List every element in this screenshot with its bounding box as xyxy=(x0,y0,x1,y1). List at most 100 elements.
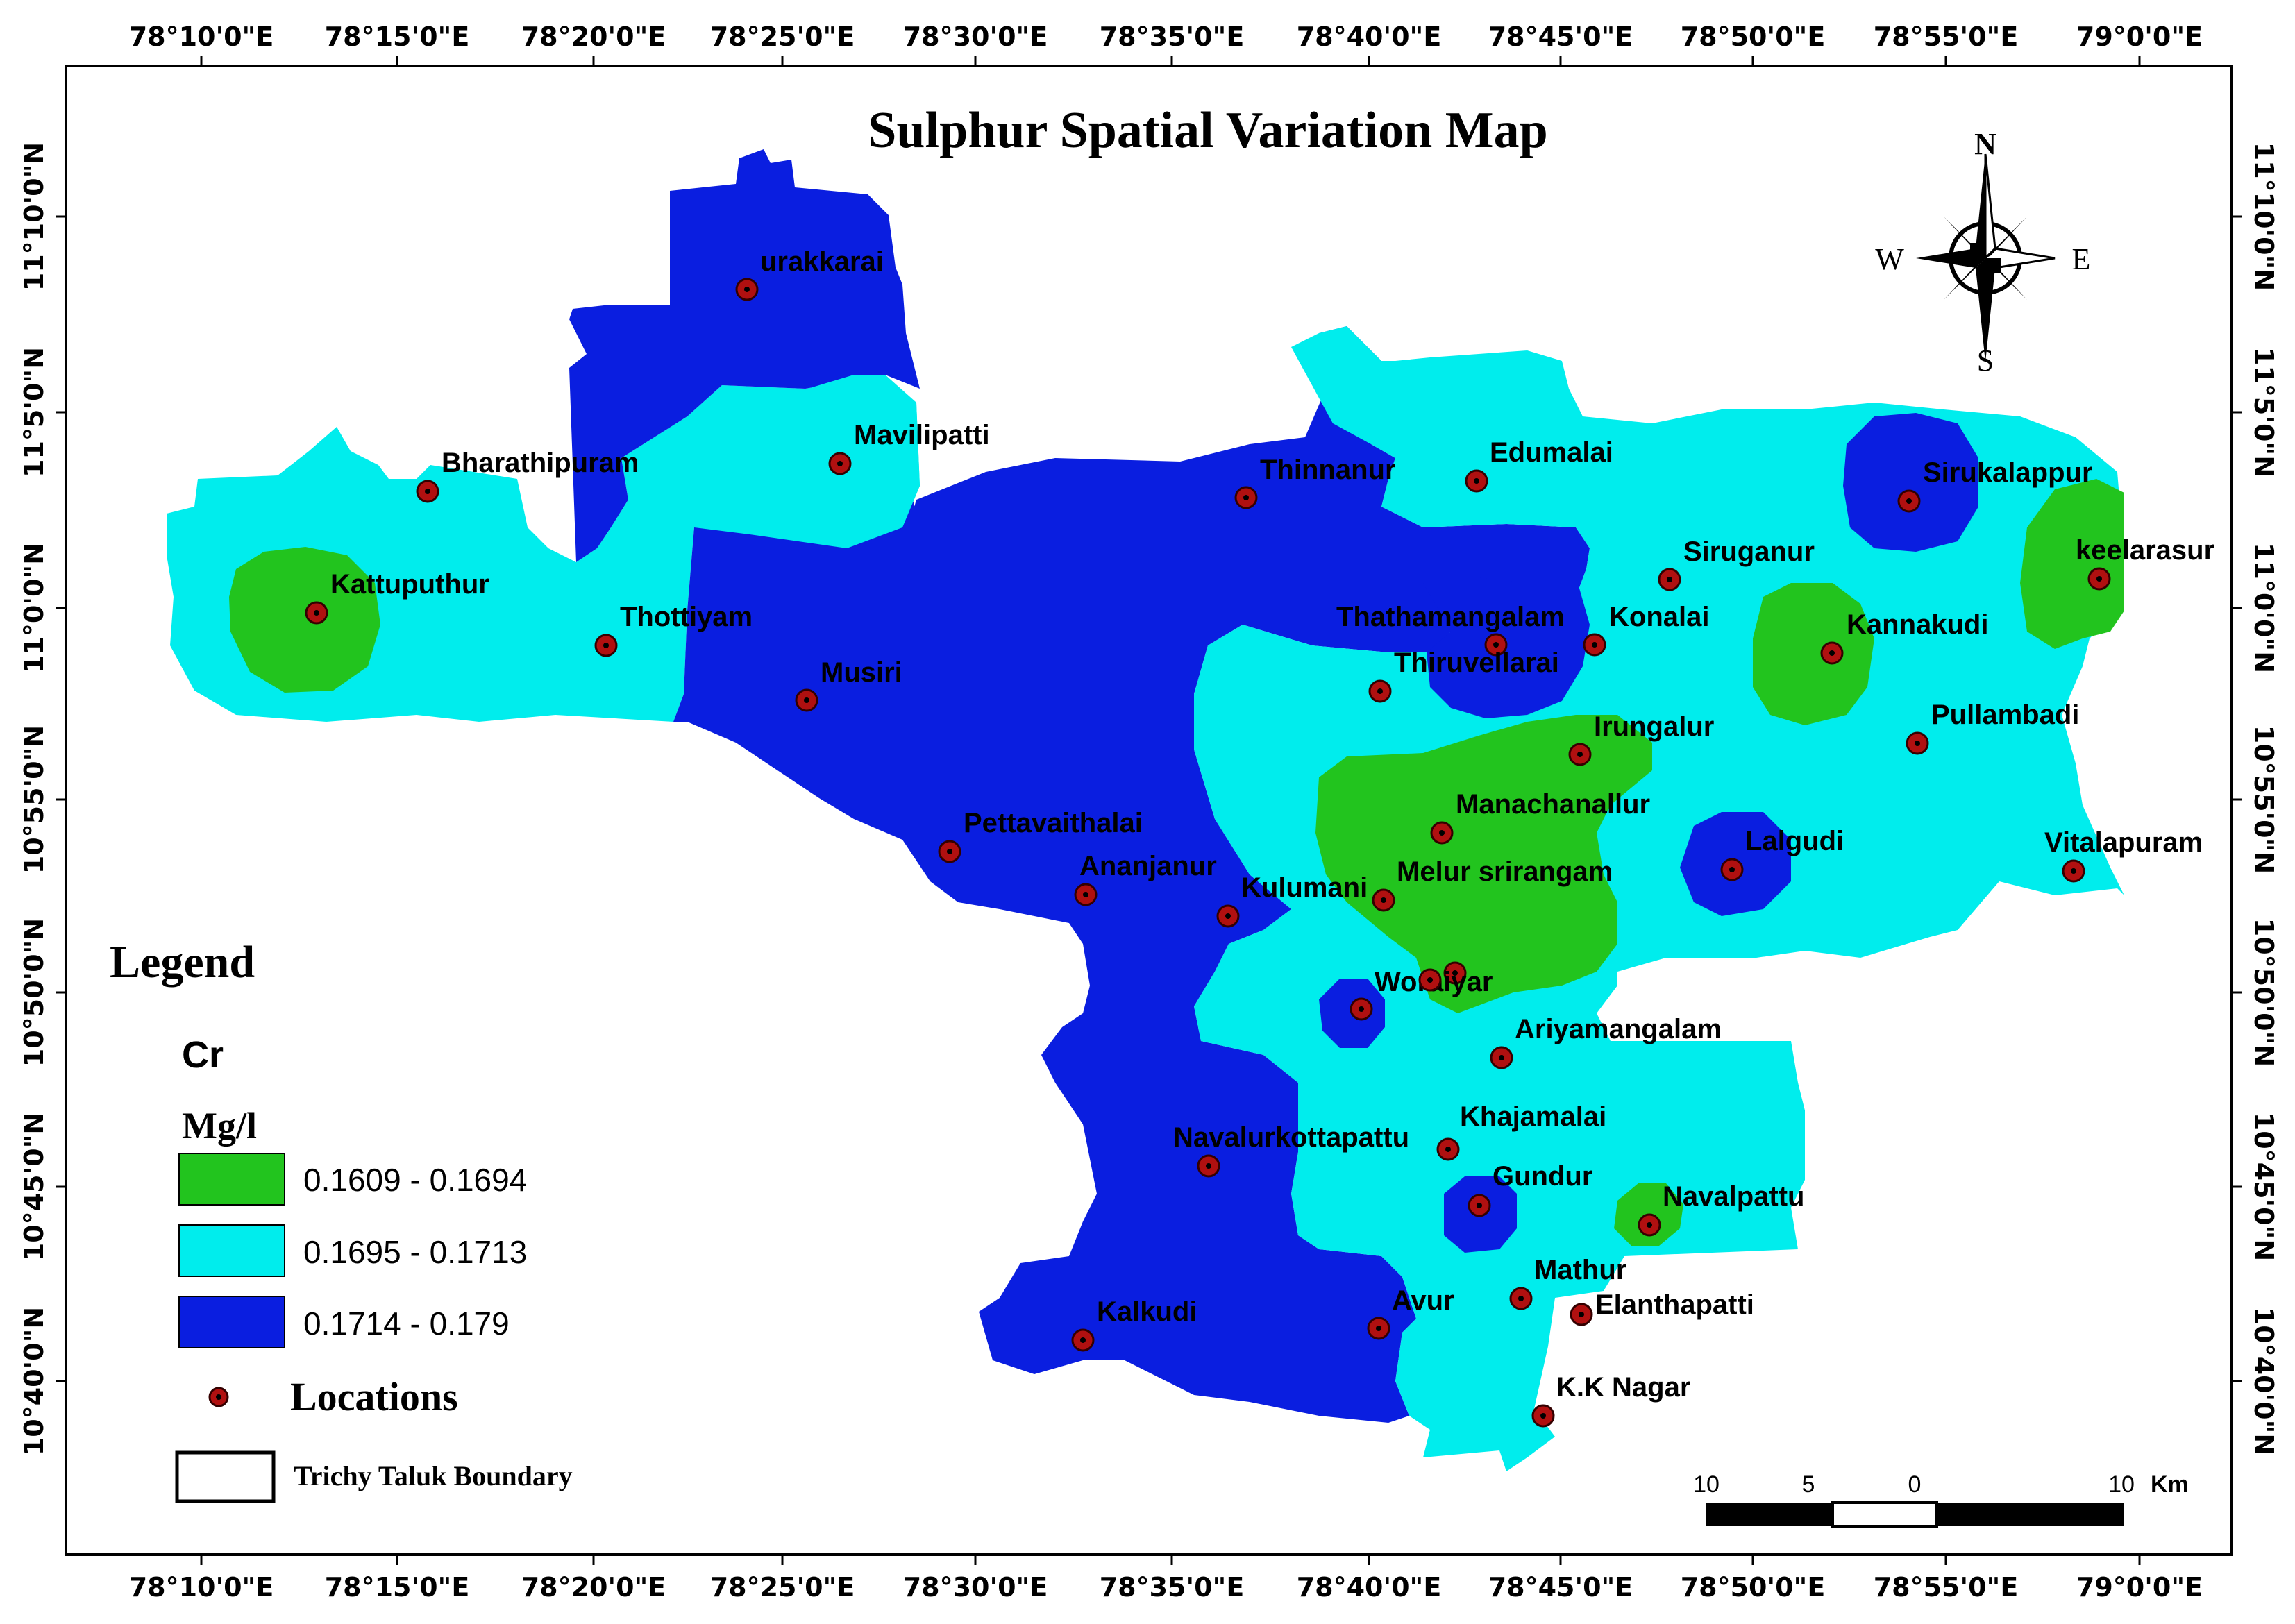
location-label: Manachanallur xyxy=(1456,789,1650,820)
zone-blue-sirukalappur xyxy=(1843,413,1978,552)
location-label: keelarasur xyxy=(2076,535,2214,566)
location-dot-center xyxy=(1359,1006,1364,1012)
location-dot-center xyxy=(1499,1055,1504,1060)
compass-center xyxy=(1970,243,1985,258)
compass-s-label: S xyxy=(1977,344,1994,378)
location-marker[interactable]: Vitalapuram xyxy=(2044,827,2203,883)
scale-segment xyxy=(1937,1503,2124,1526)
lat-label: 11°0'0"N xyxy=(19,543,49,673)
zone-green-kattuputhur xyxy=(229,547,380,693)
latitude-labels-right: 11°10'0"N 11°5'0"N 11°0'0"N 10°55'0"N 10… xyxy=(2248,142,2279,1455)
location-label: Kalkudi xyxy=(1097,1296,1197,1327)
location-marker[interactable]: Thathamangalam xyxy=(1336,602,1565,657)
location-label: K.K Nagar xyxy=(1556,1372,1690,1403)
location-label: Kannakudi xyxy=(1847,609,1988,640)
lon-label: 78°25'0"E xyxy=(710,1572,855,1602)
location-marker[interactable]: Musiri xyxy=(795,657,902,712)
location-marker[interactable]: Kattuputhur xyxy=(305,569,489,625)
compass-star xyxy=(1985,217,2027,258)
location-marker[interactable]: Khajamalai xyxy=(1436,1101,1606,1161)
location-marker[interactable]: Kalkudi xyxy=(1071,1296,1197,1352)
location-dot-center xyxy=(1474,478,1479,484)
location-dot-center xyxy=(2071,868,2076,874)
location-marker[interactable]: Pullambadi xyxy=(1906,700,2079,755)
location-label: Sirukalappur xyxy=(1923,457,2093,488)
longitude-labels-bottom: 78°10'0"E 78°15'0"E 78°20'0"E 78°25'0"E … xyxy=(129,1572,2203,1602)
location-label: Mavilipatti xyxy=(854,420,990,450)
location-marker[interactable]: Thinnanur xyxy=(1234,455,1396,509)
lon-label: 78°10'0"E xyxy=(129,1572,274,1602)
location-marker[interactable]: urakkarai xyxy=(735,246,884,301)
location-label: Irungalur xyxy=(1594,711,1714,742)
legend-boundary-label: Trichy Taluk Boundary xyxy=(294,1460,573,1491)
location-label: Thathamangalam xyxy=(1336,602,1565,632)
location-dot-center xyxy=(1493,642,1499,648)
location-marker[interactable]: Kannakudi xyxy=(1820,609,1988,665)
location-marker[interactable]: Elanthapatti xyxy=(1570,1289,1754,1326)
lat-label: 10°50'0"N xyxy=(2248,918,2279,1067)
location-dot-center xyxy=(1647,1222,1652,1228)
lat-label: 10°40'0"N xyxy=(2248,1307,2279,1455)
location-marker[interactable] xyxy=(1418,968,1442,992)
location-dot-center xyxy=(1376,1326,1381,1331)
compass-w-label: W xyxy=(1875,242,1904,276)
location-label: Vitalapuram xyxy=(2044,827,2203,858)
zone-green-manachanallur xyxy=(1315,715,1652,1013)
location-marker[interactable]: Thottiyam xyxy=(594,602,753,657)
scale-segment xyxy=(1706,1503,1833,1526)
location-marker[interactable]: Mathur xyxy=(1509,1255,1626,1310)
compass-star xyxy=(1976,258,1995,362)
location-marker[interactable]: Thiruvellarai xyxy=(1368,648,1559,703)
location-dot-center xyxy=(1577,752,1583,757)
location-marker[interactable]: Konalai xyxy=(1583,602,1709,657)
location-marker[interactable]: Lalgudi xyxy=(1720,826,1844,881)
lon-label: 78°15'0"E xyxy=(325,1572,470,1602)
location-label: Konalai xyxy=(1609,602,1709,632)
zone-green-keelarasur xyxy=(2020,479,2124,649)
taluk-areas xyxy=(167,149,2124,1471)
location-marker[interactable]: Irungalur xyxy=(1568,711,1714,766)
location-marker[interactable]: Ariyamangalam xyxy=(1490,1014,1722,1069)
location-marker[interactable]: Avur xyxy=(1367,1285,1454,1340)
location-label: Pettavaithalai xyxy=(964,808,1143,838)
location-marker[interactable]: Sirukalappur xyxy=(1897,457,2093,513)
locations-layer: urakkarai Mavilipatti Bharathipuram Thin… xyxy=(305,246,2214,1428)
location-marker[interactable]: Gundur xyxy=(1468,1161,1592,1217)
location-marker[interactable]: Mavilipatti xyxy=(828,420,990,475)
location-marker[interactable]: K.K Nagar xyxy=(1531,1372,1690,1428)
location-marker[interactable]: Ananjanur xyxy=(1074,851,1217,906)
location-dot-center xyxy=(837,461,843,466)
location-label: Thottiyam xyxy=(620,602,753,632)
location-marker[interactable]: Navalurkottapattu xyxy=(1173,1122,1409,1178)
location-marker[interactable]: Pettavaithalai xyxy=(938,808,1143,863)
location-dot-center xyxy=(947,849,952,854)
location-marker[interactable]: keelarasur xyxy=(2076,535,2214,591)
location-label: Ariyamangalam xyxy=(1515,1014,1722,1044)
location-dot-center xyxy=(425,489,430,494)
compass-star xyxy=(1916,248,1985,268)
location-marker[interactable] xyxy=(1350,997,1373,1021)
lon-label: 78°35'0"E xyxy=(1100,1572,1245,1602)
compass-rose: N S E W xyxy=(1875,127,2090,378)
legend-boundary-swatch xyxy=(175,1450,276,1503)
location-marker[interactable]: Bharathipuram xyxy=(416,448,639,503)
lon-label: 79°0'0"E xyxy=(2076,1572,2203,1602)
lat-label: 11°10'0"N xyxy=(19,142,49,291)
location-marker[interactable]: Siruganur xyxy=(1658,536,1815,591)
location-marker[interactable]: Manachanallur xyxy=(1430,789,1650,845)
location-label: Navalurkottapattu xyxy=(1173,1122,1409,1153)
location-label: Kulumani xyxy=(1241,872,1368,903)
lon-label: 78°50'0"E xyxy=(1681,22,1826,52)
location-label: Lalgudi xyxy=(1745,826,1844,856)
location-marker[interactable]: Navalpattu xyxy=(1638,1181,1805,1237)
location-label: Thinnanur xyxy=(1260,455,1396,485)
location-dot-center xyxy=(1667,577,1672,582)
compass-center xyxy=(1985,258,2001,273)
location-dot-center xyxy=(314,610,319,616)
location-marker[interactable]: Edumalai xyxy=(1465,437,1613,493)
location-marker[interactable]: Melur srirangam xyxy=(1372,856,1613,912)
location-dot-center xyxy=(1729,867,1735,872)
location-marker[interactable]: Kulumani xyxy=(1216,872,1368,928)
location-label: Edumalai xyxy=(1490,437,1613,468)
lon-label: 79°0'0"E xyxy=(2076,22,2203,52)
